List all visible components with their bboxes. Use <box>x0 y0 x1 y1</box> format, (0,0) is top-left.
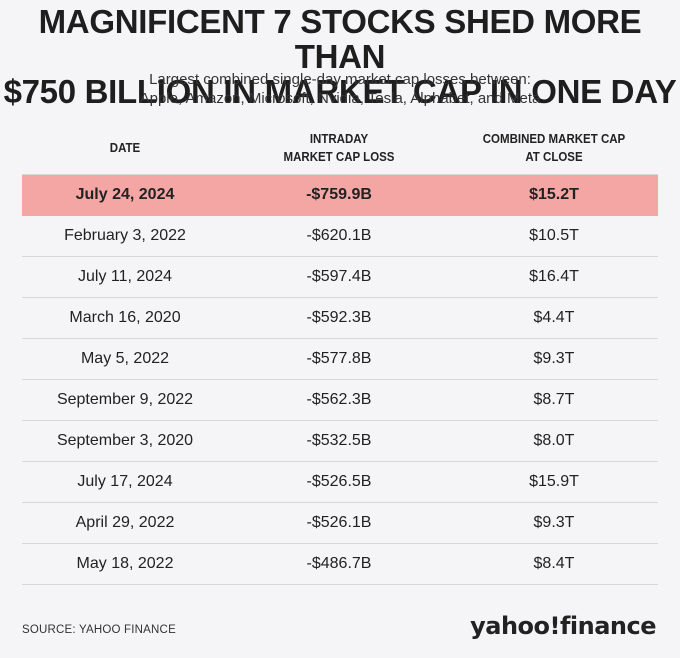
column-header-intraday-loss-line-2: MARKET CAP LOSS <box>283 150 395 164</box>
cell-date: September 9, 2022 <box>56 391 194 408</box>
cell-combined-cap: $8.0T <box>533 432 575 449</box>
cell-intraday-loss: -$486.7B <box>306 555 372 572</box>
column-header-date: DATE <box>30 139 220 157</box>
column-header-intraday-loss: INTRADAY MARKET CAP LOSS <box>237 130 441 166</box>
cell-intraday-loss: -$759.9B <box>306 186 372 203</box>
source-note: SOURCE: YAHOO FINANCE <box>22 624 176 636</box>
chart-subtitle: Largest combined single-day market cap l… <box>0 70 680 108</box>
table-row-highlighted: July 24, 2024 -$759.9B $15.2T <box>22 175 658 216</box>
table-row: July 17, 2024 -$526.5B $15.9T <box>22 462 658 503</box>
data-table: DATE INTRADAY MARKET CAP LOSS COMBINED M… <box>22 122 658 585</box>
column-header-combined-cap-line-1: COMBINED MARKET CAP <box>482 132 626 146</box>
cell-date: May 5, 2022 <box>80 350 170 367</box>
cell-intraday-loss: -$620.1B <box>306 227 372 244</box>
column-header-combined-cap-line-2: AT CLOSE <box>525 150 583 164</box>
cell-combined-cap: $16.4T <box>529 268 579 285</box>
cell-combined-cap: $15.9T <box>529 473 579 490</box>
column-header-combined-cap: COMBINED MARKET CAP AT CLOSE <box>458 130 649 166</box>
column-header-date-line-1: DATE <box>109 141 141 155</box>
table-row: September 3, 2020 -$532.5B $8.0T <box>22 421 658 462</box>
chart-title: MAGNIFICENT 7 STOCKS SHED MORE THAN $750… <box>0 4 680 109</box>
cell-intraday-loss: -$526.1B <box>306 514 372 531</box>
cell-combined-cap: $4.4T <box>533 309 575 326</box>
cell-date: July 24, 2024 <box>75 186 175 203</box>
table-row: May 5, 2022 -$577.8B $9.3T <box>22 339 658 380</box>
yahoo-finance-logo: yahoo!finance <box>470 612 656 640</box>
table-header: DATE INTRADAY MARKET CAP LOSS COMBINED M… <box>22 122 658 175</box>
cell-combined-cap: $10.5T <box>529 227 579 244</box>
table-row: May 18, 2022 -$486.7B $8.4T <box>22 544 658 585</box>
chart-title-line-2: $750 BILLION IN MARKET CAP IN ONE DAY <box>3 73 677 110</box>
table-row: April 29, 2022 -$526.1B $9.3T <box>22 503 658 544</box>
table-body: July 24, 2024 -$759.9B $15.2T February 3, 2… <box>22 175 658 585</box>
cell-intraday-loss: -$577.8B <box>306 350 372 367</box>
cell-intraday-loss: -$597.4B <box>306 268 372 285</box>
cell-combined-cap: $15.2T <box>529 186 579 203</box>
cell-intraday-loss: -$592.3B <box>306 309 372 326</box>
cell-date: February 3, 2022 <box>64 227 186 244</box>
cell-combined-cap: $9.3T <box>533 350 575 367</box>
cell-date: May 18, 2022 <box>76 555 174 572</box>
cell-combined-cap: $8.7T <box>533 391 575 408</box>
chart-title-line-1: MAGNIFICENT 7 STOCKS SHED MORE THAN <box>38 3 642 75</box>
cell-combined-cap: $9.3T <box>533 514 575 531</box>
chart-subtitle-line-2: Apple, Amazon, Microsoft, Nvidia, Tesla,… <box>139 90 541 107</box>
cell-combined-cap: $8.4T <box>533 555 575 572</box>
cell-date: March 16, 2020 <box>69 309 181 326</box>
cell-intraday-loss: -$562.3B <box>306 391 372 408</box>
table-row: July 11, 2024 -$597.4B $16.4T <box>22 257 658 298</box>
chart-subtitle-line-1: Largest combined single-day market cap l… <box>149 71 531 88</box>
cell-date: September 3, 2020 <box>56 432 194 449</box>
cell-intraday-loss: -$532.5B <box>306 432 372 449</box>
table-row: February 3, 2022 -$620.1B $10.5T <box>22 216 658 257</box>
table-row: September 9, 2022 -$562.3B $8.7T <box>22 380 658 421</box>
column-header-intraday-loss-line-1: INTRADAY <box>309 132 369 146</box>
cell-date: July 17, 2024 <box>77 473 173 490</box>
table-row: March 16, 2020 -$592.3B $4.4T <box>22 298 658 339</box>
cell-intraday-loss: -$526.5B <box>306 473 372 490</box>
cell-date: April 29, 2022 <box>75 514 175 531</box>
cell-date: July 11, 2024 <box>78 268 172 285</box>
